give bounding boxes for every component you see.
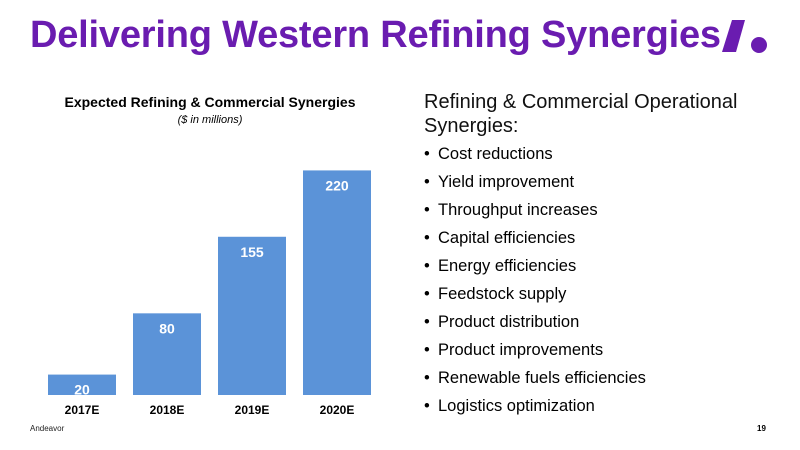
synergies-heading: Refining & Commercial Operational Synerg…	[424, 91, 738, 137]
list-item-label: Product improvements	[438, 341, 604, 359]
x-tick-label-2020E: 2020E	[320, 403, 355, 417]
list-item-label: Renewable fuels efficiencies	[438, 369, 646, 387]
synergies-list: • Cost reductions • Yield improvement • Thr…	[424, 140, 646, 420]
list-item-label: Cost reductions	[438, 145, 553, 163]
bullet-marker: •	[424, 257, 430, 275]
list-item-label: Logistics optimization	[438, 397, 595, 415]
slide-title: Delivering Western Refining Synergies	[30, 14, 721, 56]
bullet-marker: •	[424, 201, 430, 219]
bullet-marker: •	[424, 285, 430, 303]
chart-title: Expected Refining & Commercial Synergies	[64, 94, 356, 110]
page-number: 19	[757, 424, 766, 433]
list-item: • Renewable fuels efficiencies	[424, 364, 646, 392]
bar-2020E	[303, 170, 371, 395]
bar-2017E	[48, 374, 116, 395]
chart-subtitle: ($ in millions)	[177, 114, 243, 126]
list-item: • Throughput increases	[424, 196, 646, 224]
list-item: • Energy efficiencies	[424, 252, 646, 280]
x-tick-label-2019E: 2019E	[235, 403, 270, 417]
x-tick-label-2018E: 2018E	[150, 403, 185, 417]
list-item: • Cost reductions	[424, 140, 646, 168]
bullet-marker: •	[424, 341, 430, 359]
data-label-2019E: 155	[240, 244, 264, 260]
bar-chart: 20 2017E 80 2018E 155 2019E 220 2020E	[48, 170, 371, 417]
bullet-marker: •	[424, 369, 430, 387]
list-item-label: Throughput increases	[438, 201, 598, 219]
list-item-label: Capital efficiencies	[438, 229, 576, 247]
list-item: • Product distribution	[424, 308, 646, 336]
list-item: • Product improvements	[424, 336, 646, 364]
list-item: • Yield improvement	[424, 168, 646, 196]
list-item-label: Product distribution	[438, 313, 580, 331]
data-label-2018E: 80	[159, 320, 175, 336]
bullet-marker: •	[424, 313, 430, 331]
data-label-2017E: 20	[74, 382, 90, 398]
bar-2019E	[218, 236, 286, 395]
list-item-label: Yield improvement	[438, 173, 575, 191]
list-item: • Capital efficiencies	[424, 224, 646, 252]
bullet-marker: •	[424, 229, 430, 247]
data-label-2020E: 220	[325, 177, 349, 193]
bullet-marker: •	[424, 145, 430, 163]
list-item-label: Energy efficiencies	[438, 257, 577, 275]
bar-2018E	[133, 313, 201, 395]
footer-brand: Andeavor	[30, 424, 65, 433]
list-item-label: Feedstock supply	[438, 285, 567, 303]
bullet-marker: •	[424, 397, 430, 415]
andeavor-logo-icon	[722, 20, 767, 53]
list-item: • Feedstock supply	[424, 280, 646, 308]
x-tick-label-2017E: 2017E	[65, 403, 100, 417]
list-item: • Logistics optimization	[424, 392, 646, 420]
bullet-marker: •	[424, 173, 430, 191]
